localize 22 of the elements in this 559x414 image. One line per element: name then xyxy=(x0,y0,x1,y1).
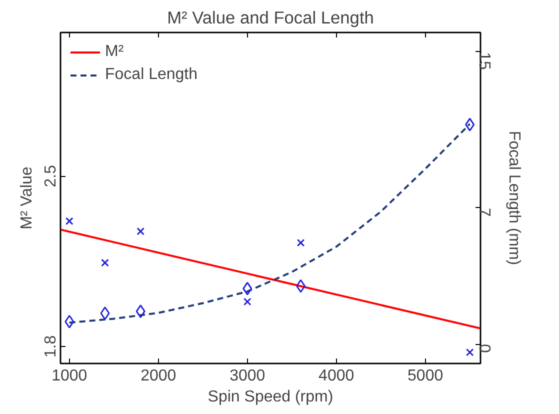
x-tick-label: 4000 xyxy=(318,368,354,384)
point xyxy=(136,227,145,236)
y-tick-label: 1.8 xyxy=(42,335,60,358)
point xyxy=(65,217,74,226)
point xyxy=(296,238,305,247)
point xyxy=(243,298,252,306)
legend-label: M² xyxy=(105,43,125,61)
legend-label: Focal Length xyxy=(105,66,198,84)
x-tick-label: 2000 xyxy=(140,368,176,384)
y-tick-label: 2.5 xyxy=(42,164,60,188)
x-tick-label: 5000 xyxy=(408,368,444,384)
x-tick-label: 3000 xyxy=(230,368,266,384)
y-axis-title: M² Value xyxy=(18,166,36,230)
point xyxy=(101,258,109,267)
chart-title: M² Value and Focal Length xyxy=(167,8,374,28)
point xyxy=(466,348,474,356)
x-tick-label: 1000 xyxy=(52,368,88,384)
y2-tick-label: 0 xyxy=(476,344,492,354)
y2-tick-label: 15 xyxy=(476,52,492,70)
y2-tick-label: 7 xyxy=(476,208,492,217)
x-axis-title: Spin Speed (rpm) xyxy=(208,388,334,406)
y2-axis-title: Focal Length (mm) xyxy=(506,130,522,266)
